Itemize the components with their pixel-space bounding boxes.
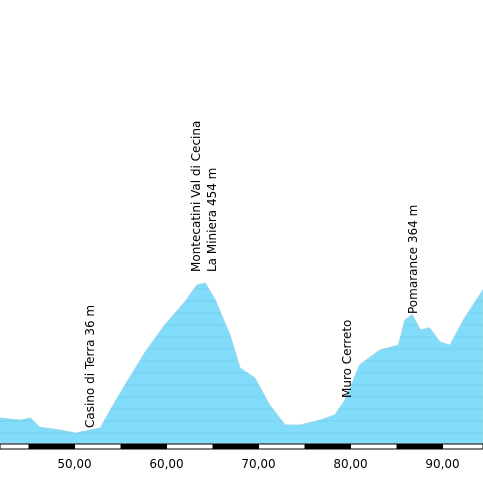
annotation: Casino di Terra 36 m — [83, 305, 97, 428]
annotation: Muro Cerreto — [340, 320, 354, 398]
axis-bar-seg — [28, 444, 75, 449]
x-tick-label: 50,00 — [57, 457, 91, 471]
x-tick-label: 60,00 — [149, 457, 183, 471]
x-tick-label: 70,00 — [241, 457, 275, 471]
axis-bar-seg — [396, 444, 443, 449]
annotation: La Miniera 454 m — [205, 168, 219, 272]
x-tick-label: 90,00 — [425, 457, 459, 471]
x-tick-label: 80,00 — [333, 457, 367, 471]
annotation: Montecatini Val di Cecina — [189, 121, 203, 272]
annotation: Pomarance 364 m — [406, 205, 420, 314]
axis-bar-seg — [304, 444, 351, 449]
axis-bar-seg — [212, 444, 259, 449]
axis-bar-seg — [120, 444, 167, 449]
